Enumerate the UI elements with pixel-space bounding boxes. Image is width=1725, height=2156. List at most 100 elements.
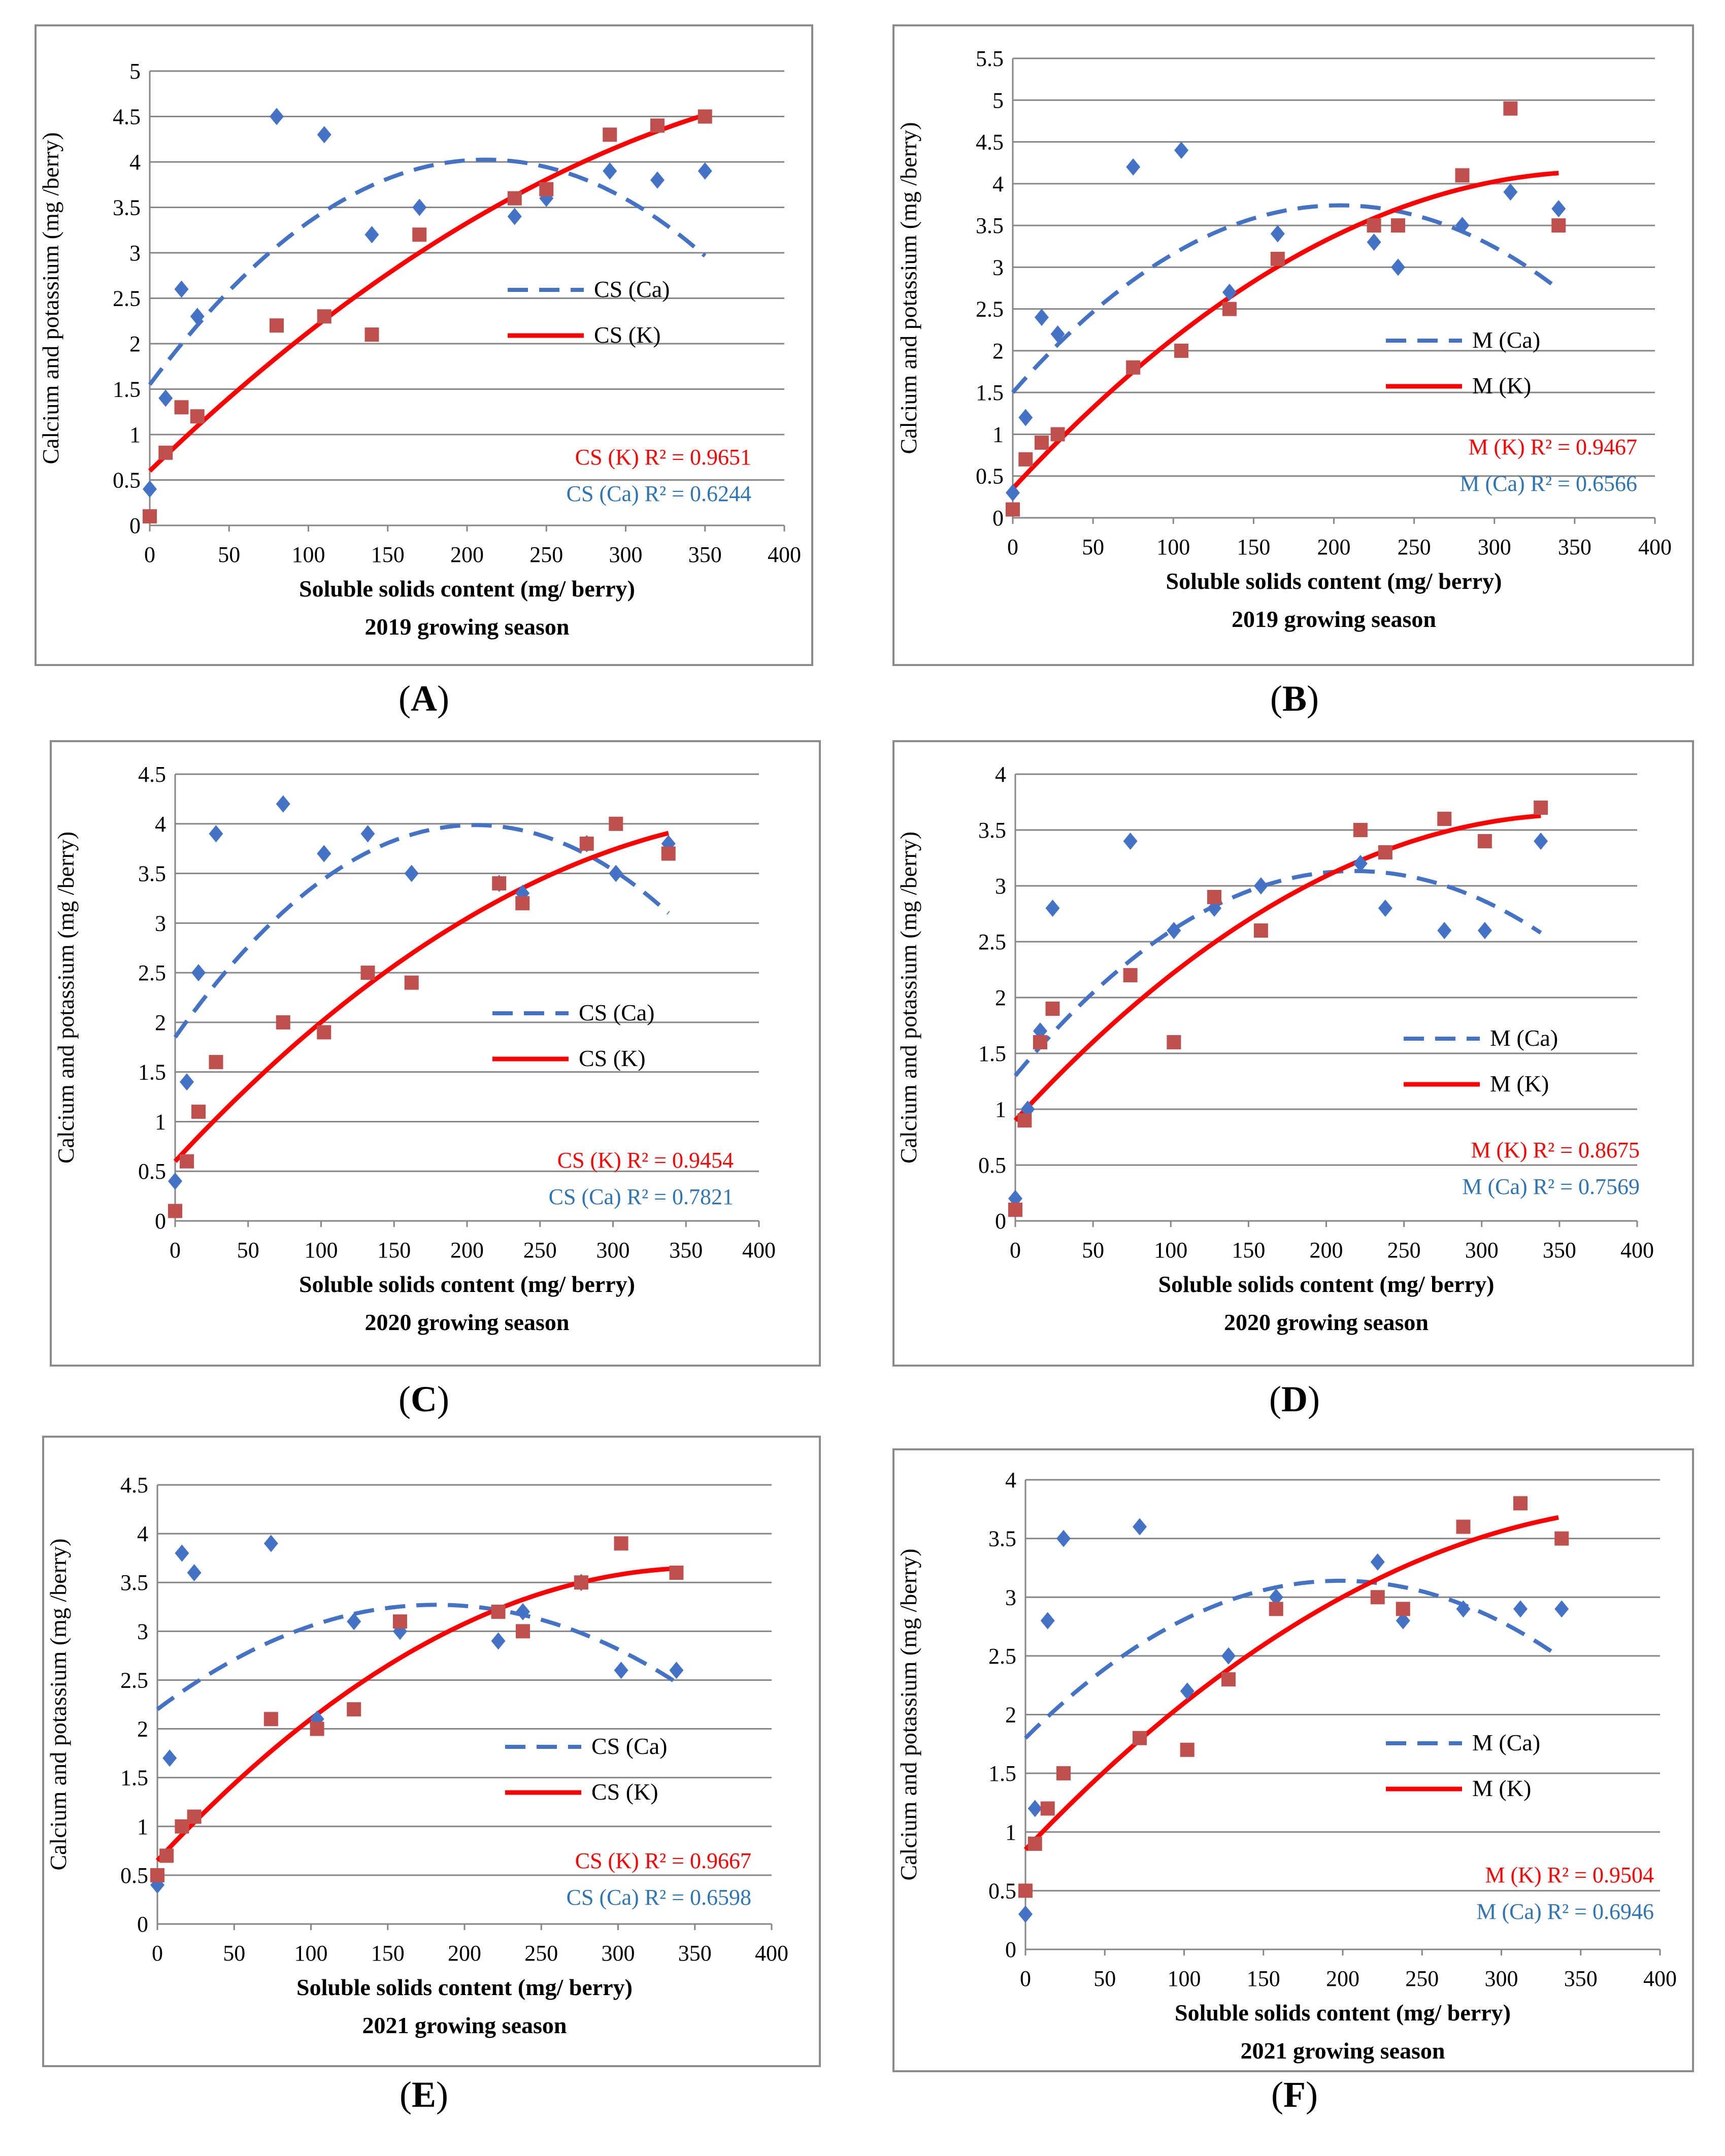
y-tick-label: 3.5 [988, 1527, 1016, 1551]
panel-frame [50, 740, 821, 1367]
data-point-k [404, 975, 419, 990]
x-tick-label: 50 [237, 1238, 259, 1263]
legend-label-ca: M (Ca) [1472, 327, 1540, 353]
panel-letter: D [1281, 1379, 1308, 1419]
data-point-k [347, 1702, 361, 1717]
data-point-k [515, 1624, 530, 1639]
x-axis-label: Soluble solids content (mg/ berry) [299, 576, 635, 602]
r2-label-k: CS (K) R² = 0.9651 [575, 445, 751, 470]
data-point-ca [360, 825, 375, 843]
y-tick-label: 1 [155, 1109, 166, 1134]
x-tick-label: 300 [609, 542, 643, 567]
panel-frame [892, 24, 1694, 666]
x-tick-label: 200 [1317, 535, 1351, 559]
data-point-k [1008, 1203, 1022, 1217]
data-point-k [175, 1819, 189, 1834]
x-tick-label: 0 [1007, 535, 1018, 559]
x-axis-label: Soluble solids content (mg/ berry) [1158, 1271, 1495, 1297]
data-point-k [158, 445, 173, 460]
y-tick-label: 4 [995, 762, 1006, 787]
data-point-k [150, 1868, 164, 1882]
data-point-ca [614, 1662, 628, 1679]
trendline-k [155, 1566, 677, 1863]
y-tick-label: 1 [137, 1814, 148, 1839]
y-tick-label: 3 [137, 1619, 148, 1644]
data-point-k [491, 1604, 506, 1619]
panel-letter-paren-open: ( [1270, 678, 1282, 719]
y-tick-label: 0.5 [138, 1159, 166, 1184]
x-tick-label: 350 [669, 1238, 703, 1263]
y-tick-label: 1 [995, 1097, 1006, 1122]
data-point-k [1018, 1883, 1033, 1898]
y-tick-label: 4.5 [976, 130, 1004, 155]
data-point-k [1437, 812, 1452, 826]
data-point-ca [1126, 158, 1141, 176]
x-tick-label: 100 [1168, 1966, 1201, 1991]
panel-letter-paren-open: ( [1269, 1379, 1281, 1419]
data-point-ca [1167, 922, 1181, 939]
x-tick-label: 50 [218, 542, 240, 567]
data-point-k [1513, 1496, 1528, 1511]
data-point-k [1378, 845, 1392, 859]
data-point-ca [412, 198, 427, 216]
x-tick-label: 300 [1485, 1966, 1518, 1991]
y-tick-label: 5 [992, 88, 1004, 113]
r2-label-ca: CS (Ca) R² = 0.6598 [567, 1885, 751, 1910]
data-point-k [1017, 1113, 1032, 1127]
data-point-k [1018, 452, 1033, 467]
data-point-ca [1391, 258, 1405, 276]
data-point-k [1207, 890, 1221, 904]
x-tick-label: 300 [602, 1941, 635, 1966]
panel-letter: F [1283, 2074, 1306, 2115]
x-tick-label: 200 [1310, 1238, 1343, 1263]
y-tick-label: 3 [995, 874, 1006, 899]
panel-letter: E [412, 2074, 436, 2115]
data-point-k [579, 836, 594, 851]
panel-letter-label: (A) [399, 678, 449, 719]
panel-letter-label: (B) [1270, 678, 1319, 719]
data-point-k [209, 1055, 223, 1070]
data-point-k [515, 896, 530, 911]
trendline-ca [173, 823, 670, 1039]
x-tick-label: 400 [1643, 1966, 1677, 1991]
season-label: 2020 growing season [1224, 1309, 1429, 1335]
data-point-ca [609, 865, 623, 882]
data-point-ca [1437, 922, 1452, 939]
panel-letter-paren-close: ) [1308, 1379, 1320, 1419]
x-tick-label: 250 [1387, 1238, 1421, 1263]
data-point-ca [191, 964, 206, 982]
x-tick-label: 250 [524, 1941, 558, 1966]
panel-letter-label: (D) [1269, 1379, 1320, 1419]
y-axis-label: Calcium and potassium (mg /berry) [45, 1538, 71, 1870]
y-tick-label: 4 [137, 1521, 148, 1546]
data-point-k [539, 182, 554, 196]
r2-label-ca: M (Ca) R² = 0.7569 [1462, 1174, 1640, 1199]
data-point-ca [698, 162, 712, 180]
y-tick-label: 0 [995, 1209, 1006, 1234]
r2-label-ca: M (Ca) R² = 0.6946 [1476, 1899, 1654, 1924]
panel-letter-paren-open: ( [399, 678, 411, 719]
trendline-k [173, 831, 669, 1163]
data-point-k [317, 1025, 331, 1040]
y-tick-label: 2 [137, 1717, 148, 1742]
y-tick-label: 0.5 [978, 1153, 1006, 1178]
x-tick-label: 200 [1326, 1966, 1359, 1991]
x-tick-label: 200 [450, 542, 484, 567]
data-point-ca [1270, 225, 1285, 243]
data-point-ca [1503, 183, 1518, 201]
data-point-ca [1551, 200, 1566, 218]
x-tick-label: 300 [596, 1238, 630, 1263]
data-point-ca [1269, 1588, 1283, 1606]
panel-letter-paren-open: ( [1271, 2074, 1283, 2115]
data-point-ca [190, 308, 205, 325]
x-axis-label: Soluble solids content (mg/ berry) [299, 1271, 635, 1297]
y-tick-label: 0.5 [988, 1878, 1016, 1903]
data-point-ca [162, 1749, 177, 1767]
y-tick-label: 1.5 [120, 1766, 148, 1790]
data-point-k [1222, 302, 1237, 316]
panel-letter-label: (F) [1271, 2074, 1318, 2115]
y-tick-label: 1 [129, 422, 141, 447]
r2-label-ca: CS (Ca) R² = 0.6244 [567, 481, 751, 506]
x-axis-label: Soluble solids content (mg/ berry) [296, 1974, 633, 2000]
season-label: 2019 growing season [365, 614, 570, 640]
